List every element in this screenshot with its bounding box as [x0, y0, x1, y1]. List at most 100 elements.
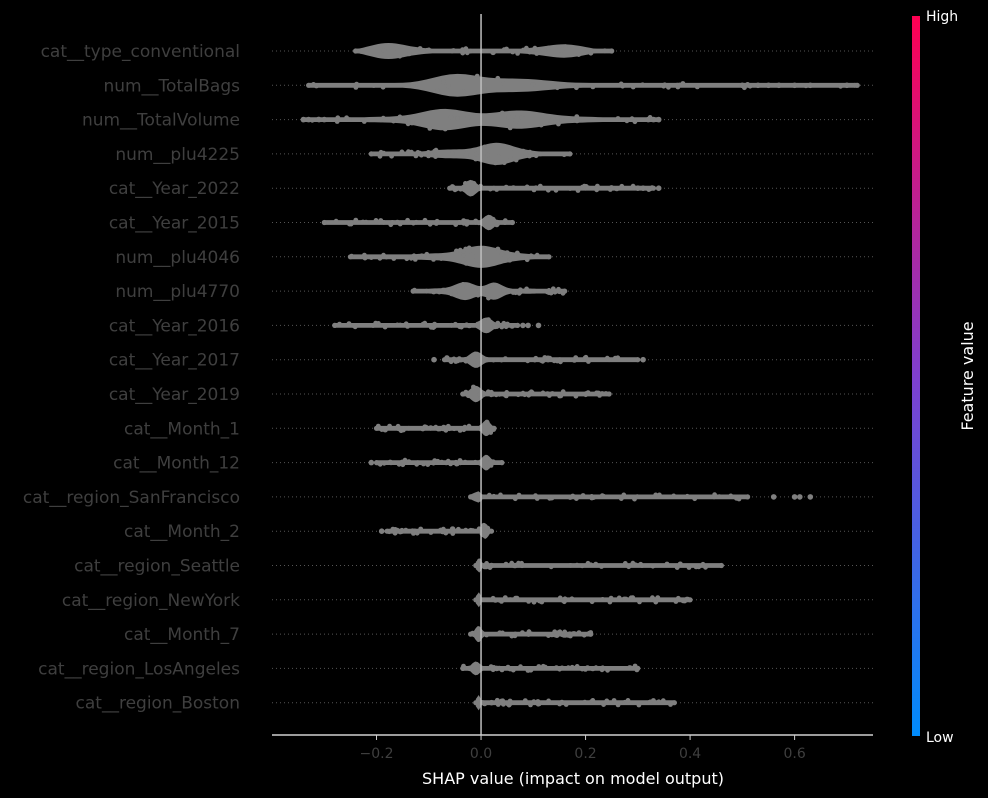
- shap-point: [546, 45, 551, 51]
- shap-point: [426, 47, 432, 53]
- shap-point: [570, 493, 576, 499]
- shap-point: [428, 324, 434, 330]
- shap-point: [421, 461, 426, 467]
- shap-point: [441, 79, 446, 85]
- x-tick-label: 0.6: [783, 746, 805, 762]
- feature-label: cat__Year_2015: [109, 214, 240, 234]
- shap-point: [586, 359, 591, 364]
- shap-point: [400, 462, 406, 468]
- shap-point: [448, 114, 454, 120]
- shap-point: [539, 599, 545, 605]
- shap-point: [419, 152, 424, 158]
- shap-outlier-point: [525, 322, 531, 329]
- shap-point: [523, 47, 528, 53]
- shap-point: [459, 426, 465, 432]
- shap-point: [558, 48, 564, 54]
- shap-point: [417, 46, 423, 51]
- feature-label: cat__region_LosAngeles: [38, 659, 240, 679]
- shap-point: [353, 217, 359, 223]
- shap-point: [622, 596, 627, 602]
- shap-point: [490, 595, 496, 601]
- shap-point: [390, 220, 395, 225]
- shap-point: [405, 324, 410, 329]
- shap-point: [522, 150, 528, 156]
- shap-point: [424, 288, 429, 294]
- shap-point: [540, 358, 546, 364]
- x-tick-label: 0.2: [574, 746, 596, 762]
- shap-point: [570, 665, 576, 671]
- shap-point: [346, 321, 352, 326]
- shap-point: [504, 46, 509, 52]
- feature-row: num__plu4225: [115, 142, 873, 166]
- shap-point: [457, 220, 462, 225]
- shap-point: [455, 358, 461, 364]
- shap-outlier-point: [488, 562, 495, 569]
- shap-point: [427, 125, 433, 131]
- shap-point: [404, 256, 410, 262]
- shap-point: [609, 48, 615, 54]
- shap-outlier-point: [635, 185, 641, 191]
- shap-point: [513, 157, 519, 163]
- shap-point: [581, 632, 587, 638]
- shap-point: [396, 461, 402, 467]
- shap-point: [428, 425, 433, 431]
- shap-point: [511, 185, 516, 191]
- shap-outlier-point: [316, 116, 322, 123]
- shap-point: [461, 89, 467, 95]
- shap-point: [491, 493, 497, 499]
- shap-point: [629, 116, 635, 122]
- shap-point: [552, 629, 558, 635]
- shap-point: [337, 321, 342, 327]
- shap-point: [591, 495, 596, 500]
- shap-point: [618, 81, 624, 87]
- shap-point: [717, 494, 722, 499]
- shap-point: [410, 120, 415, 126]
- shap-point: [405, 217, 410, 223]
- shap-point: [358, 48, 364, 54]
- shap-point: [410, 83, 416, 89]
- shap-point: [333, 218, 339, 224]
- shap-point: [534, 51, 540, 56]
- shap-outlier-point: [739, 82, 746, 89]
- shap-point: [560, 389, 566, 395]
- shap-point: [567, 186, 573, 191]
- shap-point: [451, 356, 457, 362]
- shap-point: [361, 119, 367, 124]
- shap-point: [453, 321, 458, 327]
- shap-point: [505, 664, 511, 670]
- shap-point: [588, 631, 594, 637]
- shap-point: [373, 218, 379, 223]
- shap-point: [456, 526, 461, 532]
- shap-point: [473, 562, 479, 569]
- shap-point: [503, 184, 509, 190]
- shap-point: [557, 595, 563, 601]
- shap-point: [475, 354, 481, 359]
- colorbar-title: Feature value: [958, 321, 977, 430]
- shap-point: [596, 390, 601, 396]
- shap-point: [563, 702, 569, 707]
- beeswarm-density: [475, 592, 691, 608]
- shap-point: [428, 530, 434, 535]
- shap-point: [463, 261, 469, 266]
- shap-point: [499, 324, 505, 330]
- shap-point: [486, 427, 492, 433]
- shap-point: [406, 425, 412, 431]
- shap-point: [442, 425, 448, 431]
- shap-point: [449, 322, 454, 328]
- feature-row: num__plu4770: [115, 282, 873, 302]
- shap-point: [561, 599, 567, 605]
- shap-point: [373, 460, 380, 466]
- shap-point: [533, 355, 539, 361]
- shap-point: [545, 355, 551, 361]
- shap-point: [650, 563, 656, 569]
- shap-point: [550, 286, 556, 292]
- shap-point: [468, 182, 474, 188]
- beeswarm-density: [308, 73, 858, 97]
- shap-point: [579, 563, 585, 569]
- shap-point: [494, 697, 500, 703]
- shap-point: [534, 252, 540, 258]
- shap-point: [569, 596, 575, 602]
- shap-point: [562, 46, 568, 51]
- shap-point: [425, 462, 431, 467]
- feature-label: cat__region_SanFrancisco: [23, 488, 240, 508]
